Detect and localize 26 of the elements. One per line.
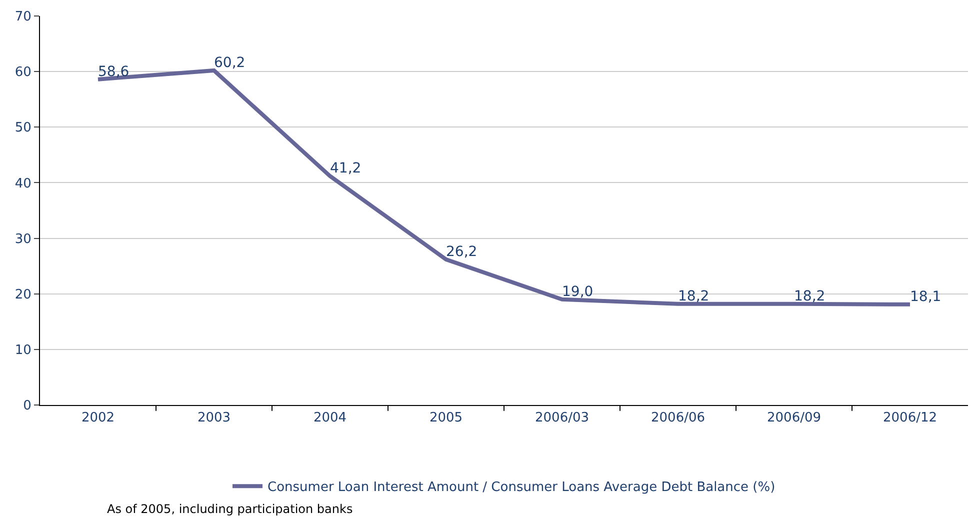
x-tick-label: 2005 <box>429 410 463 426</box>
legend-label: Consumer Loan Interest Amount / Consumer Loans Average Debt Balance (%) <box>268 480 776 496</box>
data-label: 58,6 <box>98 64 130 80</box>
y-tick-label: 70 <box>14 10 32 25</box>
data-label: 26,2 <box>446 244 478 260</box>
x-tick-label: 2003 <box>197 410 231 426</box>
x-tick-label: 2006/06 <box>650 410 706 426</box>
y-tick-label: 50 <box>14 120 32 136</box>
y-tick-label: 60 <box>14 65 32 80</box>
x-tick-label: 2004 <box>313 410 347 426</box>
x-tick-label: 2002 <box>81 410 115 426</box>
data-label: 41,2 <box>330 160 362 177</box>
x-tick-label: 2006/03 <box>534 410 590 426</box>
data-label: 60,2 <box>214 54 246 71</box>
text: As of 2005, including participation banks <box>107 502 353 516</box>
y-tick-label: 20 <box>14 287 32 302</box>
data-label: 18,2 <box>794 288 826 304</box>
y-tick-label: 30 <box>14 232 32 247</box>
y-tick-label: 0 <box>23 398 32 414</box>
x-tick-label: 2006/09 <box>766 410 822 426</box>
data-label: 18,2 <box>678 288 710 304</box>
y-tick-label: 10 <box>14 342 32 358</box>
data-label: 19,0 <box>562 284 594 300</box>
y-tick-label: 40 <box>14 176 32 192</box>
data-label: 18,1 <box>910 288 942 305</box>
x-tick-label: 2006/12 <box>882 410 938 426</box>
